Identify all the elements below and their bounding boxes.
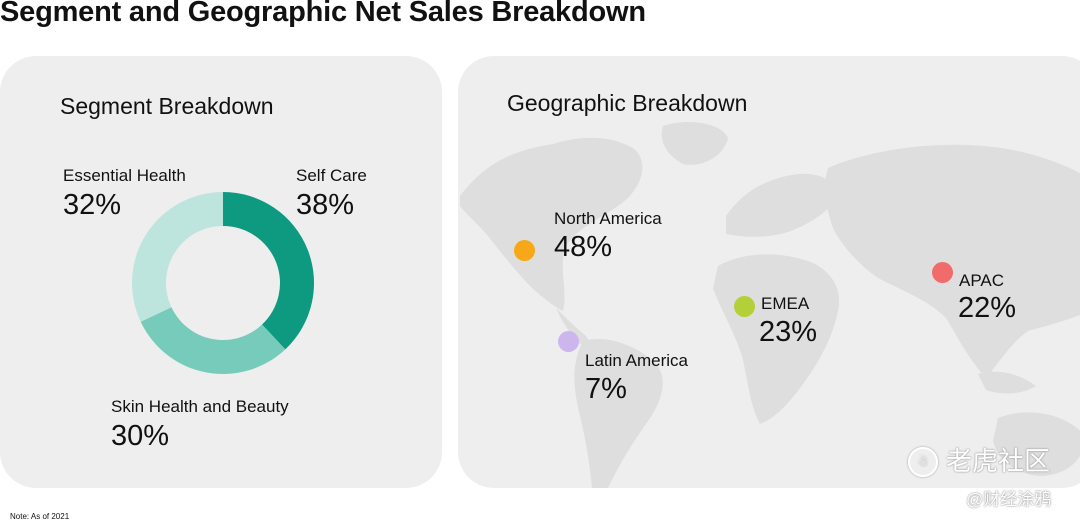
skin-health-label: Skin Health and Beauty (111, 397, 289, 416)
skin-health-pct: 30% (111, 420, 170, 452)
apac-marker (932, 262, 953, 283)
donut-slice-skin-health-and-beauty (140, 307, 286, 374)
north-america-label: North America (554, 209, 662, 228)
apac-label: APAC (959, 271, 1005, 290)
emea-marker (734, 296, 755, 317)
donut-slice-essential-health (132, 192, 223, 322)
geographic-chart-title: Geographic Breakdown (507, 90, 748, 116)
latin-america-label: Latin America (585, 351, 688, 370)
tiger-logo-icon: ☃ (908, 447, 938, 477)
watermark-community-text: 老虎社区 (946, 446, 1051, 476)
segment-chart-title: Segment Breakdown (60, 93, 274, 119)
apac-pct: 22% (958, 292, 1017, 324)
watermark-community: ☃ 老虎社区 (908, 441, 1050, 478)
north-america-marker (514, 240, 535, 261)
self-care-label: Self Care (296, 166, 367, 185)
north-america-pct: 48% (554, 231, 613, 263)
segment-panel: Segment Breakdown Essential Health 32% S… (0, 56, 442, 488)
self-care-pct: 38% (296, 189, 355, 221)
essential-health-pct: 32% (63, 189, 122, 221)
watermark-author: @财经涂鸦 (966, 490, 1052, 509)
emea-pct: 23% (759, 316, 818, 348)
emea-label: EMEA (761, 294, 810, 313)
geographic-panel: Geographic Breakdown North America 48% L… (458, 56, 1080, 488)
world-map (460, 122, 1080, 488)
footnote: Note: As of 2021 (10, 512, 70, 521)
page-title: Segment and Geographic Net Sales Breakdo… (0, 0, 646, 28)
segment-donut-chart (132, 192, 315, 374)
latin-america-pct: 7% (585, 373, 627, 405)
essential-health-label: Essential Health (63, 166, 186, 185)
latin-america-marker (558, 331, 579, 352)
donut-slice-self-care (223, 192, 315, 350)
